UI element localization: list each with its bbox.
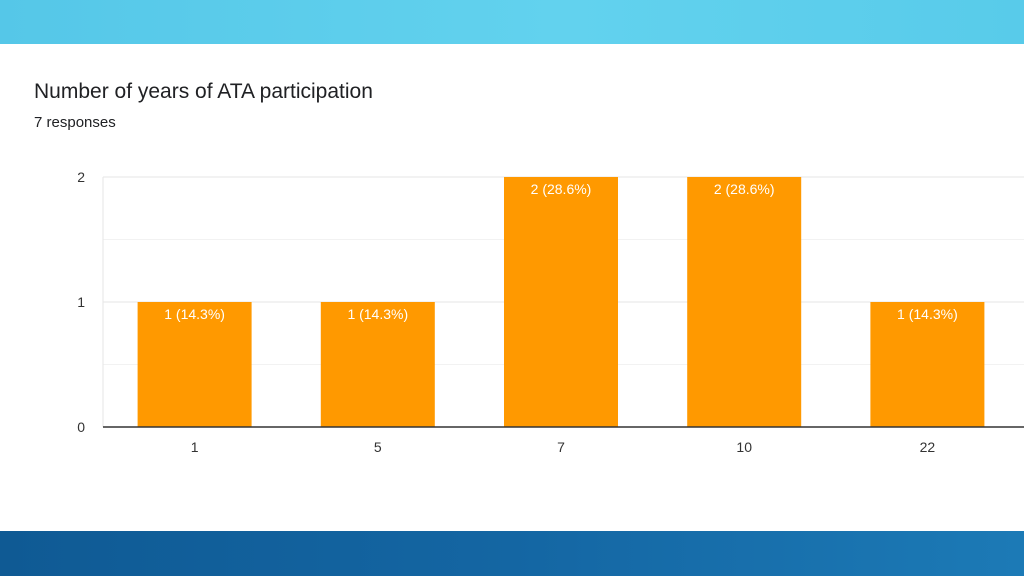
response-count: 7 responses bbox=[34, 114, 116, 131]
data-label: 2 (28.6%) bbox=[714, 181, 775, 197]
y-tick-label: 1 bbox=[77, 294, 85, 310]
bar-1 bbox=[137, 302, 252, 427]
y-tick-label: 0 bbox=[77, 419, 85, 435]
axes bbox=[102, 177, 1024, 428]
data-label: 1 (14.3%) bbox=[897, 306, 958, 322]
bar-7 bbox=[504, 177, 618, 427]
labels: 0 1 2 1 (14.3%) 1 1 (14.3%) 5 2 (28.6%) 7 2 (28.6… bbox=[77, 169, 958, 455]
data-label: 2 (28.6%) bbox=[531, 181, 592, 197]
y-tick-label: 2 bbox=[77, 169, 85, 185]
data-label: 1 (14.3%) bbox=[347, 306, 408, 322]
top-decorative-band bbox=[0, 0, 1024, 44]
bar-10 bbox=[687, 177, 802, 427]
data-label: 1 (14.3%) bbox=[164, 306, 225, 322]
bars bbox=[137, 177, 985, 427]
x-tick-label: 22 bbox=[920, 439, 936, 455]
bottom-decorative-band bbox=[0, 531, 1024, 576]
x-tick-label: 10 bbox=[736, 439, 752, 455]
x-tick-label: 7 bbox=[557, 439, 565, 455]
bar-22 bbox=[870, 302, 985, 427]
chart-title: Number of years of ATA participation bbox=[34, 80, 373, 103]
bar-5 bbox=[320, 302, 435, 427]
x-tick-label: 1 bbox=[191, 439, 199, 455]
x-tick-label: 5 bbox=[374, 439, 382, 455]
